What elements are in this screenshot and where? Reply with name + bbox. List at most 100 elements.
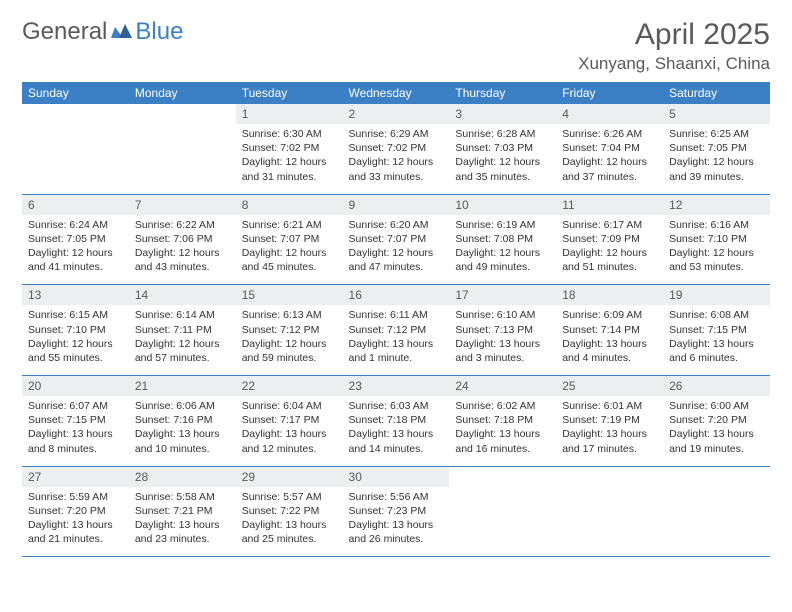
day-number: 2 xyxy=(343,104,450,124)
day-number: 14 xyxy=(129,285,236,305)
calendar-cell: 9Sunrise: 6:20 AMSunset: 7:07 PMDaylight… xyxy=(343,194,450,285)
day-content: Sunrise: 6:22 AMSunset: 7:06 PMDaylight:… xyxy=(129,215,236,285)
sunrise-text: Sunrise: 6:15 AM xyxy=(28,308,123,322)
day-content: Sunrise: 6:16 AMSunset: 7:10 PMDaylight:… xyxy=(663,215,770,285)
day-number xyxy=(22,104,129,124)
day-number: 22 xyxy=(236,376,343,396)
day-content: Sunrise: 6:20 AMSunset: 7:07 PMDaylight:… xyxy=(343,215,450,285)
day-number: 6 xyxy=(22,195,129,215)
day-number: 30 xyxy=(343,467,450,487)
day-content: Sunrise: 5:56 AMSunset: 7:23 PMDaylight:… xyxy=(343,487,450,557)
daylight-text: Daylight: 12 hours and 37 minutes. xyxy=(562,155,657,183)
day-content: Sunrise: 6:03 AMSunset: 7:18 PMDaylight:… xyxy=(343,396,450,466)
calendar-cell: 18Sunrise: 6:09 AMSunset: 7:14 PMDayligh… xyxy=(556,285,663,376)
calendar-cell: 23Sunrise: 6:03 AMSunset: 7:18 PMDayligh… xyxy=(343,376,450,467)
calendar-cell: 28Sunrise: 5:58 AMSunset: 7:21 PMDayligh… xyxy=(129,466,236,557)
sunset-text: Sunset: 7:11 PM xyxy=(135,323,230,337)
day-number: 16 xyxy=(343,285,450,305)
day-content: Sunrise: 6:28 AMSunset: 7:03 PMDaylight:… xyxy=(449,124,556,194)
calendar-cell: 3Sunrise: 6:28 AMSunset: 7:03 PMDaylight… xyxy=(449,104,556,194)
sunrise-text: Sunrise: 6:24 AM xyxy=(28,218,123,232)
daylight-text: Daylight: 12 hours and 43 minutes. xyxy=(135,246,230,274)
sunrise-text: Sunrise: 6:21 AM xyxy=(242,218,337,232)
sunrise-text: Sunrise: 6:11 AM xyxy=(349,308,444,322)
sunrise-text: Sunrise: 5:57 AM xyxy=(242,490,337,504)
day-content: Sunrise: 6:08 AMSunset: 7:15 PMDaylight:… xyxy=(663,305,770,375)
day-number: 24 xyxy=(449,376,556,396)
daylight-text: Daylight: 13 hours and 3 minutes. xyxy=(455,337,550,365)
sunrise-text: Sunrise: 6:30 AM xyxy=(242,127,337,141)
calendar-header-row: Sunday Monday Tuesday Wednesday Thursday… xyxy=(22,82,770,104)
sunrise-text: Sunrise: 6:14 AM xyxy=(135,308,230,322)
day-number: 29 xyxy=(236,467,343,487)
day-number: 26 xyxy=(663,376,770,396)
day-content: Sunrise: 6:09 AMSunset: 7:14 PMDaylight:… xyxy=(556,305,663,375)
sunset-text: Sunset: 7:05 PM xyxy=(28,232,123,246)
calendar-week-row: 1Sunrise: 6:30 AMSunset: 7:02 PMDaylight… xyxy=(22,104,770,194)
sunrise-text: Sunrise: 6:03 AM xyxy=(349,399,444,413)
sunset-text: Sunset: 7:05 PM xyxy=(669,141,764,155)
sunrise-text: Sunrise: 5:58 AM xyxy=(135,490,230,504)
day-number: 25 xyxy=(556,376,663,396)
calendar-body: 1Sunrise: 6:30 AMSunset: 7:02 PMDaylight… xyxy=(22,104,770,557)
day-number: 9 xyxy=(343,195,450,215)
sunrise-text: Sunrise: 6:10 AM xyxy=(455,308,550,322)
dayhead-friday: Friday xyxy=(556,82,663,104)
sunrise-text: Sunrise: 6:06 AM xyxy=(135,399,230,413)
calendar-week-row: 13Sunrise: 6:15 AMSunset: 7:10 PMDayligh… xyxy=(22,285,770,376)
sunrise-text: Sunrise: 6:00 AM xyxy=(669,399,764,413)
day-number xyxy=(129,104,236,124)
calendar-cell xyxy=(663,466,770,557)
sunrise-text: Sunrise: 6:25 AM xyxy=(669,127,764,141)
sunset-text: Sunset: 7:12 PM xyxy=(242,323,337,337)
sunset-text: Sunset: 7:07 PM xyxy=(349,232,444,246)
day-number: 23 xyxy=(343,376,450,396)
calendar-week-row: 6 Sunrise: 6:24 AMSunset: 7:05 PM Daylight… xyxy=(22,194,770,285)
logo-icon xyxy=(111,18,133,46)
sunset-text: Sunset: 7:14 PM xyxy=(562,323,657,337)
day-content: Sunrise: 6:02 AMSunset: 7:18 PMDaylight:… xyxy=(449,396,556,466)
title-block: April 2025 Xunyang, Shaanxi, China xyxy=(578,18,770,74)
day-content: Sunrise: 6:00 AMSunset: 7:20 PMDaylight:… xyxy=(663,396,770,466)
day-number: 4 xyxy=(556,104,663,124)
calendar-cell: 25Sunrise: 6:01 AMSunset: 7:19 PMDayligh… xyxy=(556,376,663,467)
location-label: Xunyang, Shaanxi, China xyxy=(578,54,770,74)
sunrise-text: Sunrise: 6:07 AM xyxy=(28,399,123,413)
day-number: 28 xyxy=(129,467,236,487)
calendar-cell: 10Sunrise: 6:19 AMSunset: 7:08 PMDayligh… xyxy=(449,194,556,285)
logo: General Blue xyxy=(22,18,183,46)
day-content: Sunrise: 6:26 AMSunset: 7:04 PMDaylight:… xyxy=(556,124,663,194)
day-content xyxy=(449,487,556,545)
calendar-cell: 4Sunrise: 6:26 AMSunset: 7:04 PMDaylight… xyxy=(556,104,663,194)
calendar-cell: 11Sunrise: 6:17 AMSunset: 7:09 PMDayligh… xyxy=(556,194,663,285)
day-number: 12 xyxy=(663,195,770,215)
day-number: 10 xyxy=(449,195,556,215)
calendar-cell: 29Sunrise: 5:57 AMSunset: 7:22 PMDayligh… xyxy=(236,466,343,557)
calendar-cell: 2Sunrise: 6:29 AMSunset: 7:02 PMDaylight… xyxy=(343,104,450,194)
daylight-text: Daylight: 12 hours and 39 minutes. xyxy=(669,155,764,183)
sunset-text: Sunset: 7:18 PM xyxy=(455,413,550,427)
daylight-text: Daylight: 13 hours and 1 minute. xyxy=(349,337,444,365)
dayhead-thursday: Thursday xyxy=(449,82,556,104)
calendar-cell xyxy=(22,104,129,194)
day-content: Sunrise: 6:29 AMSunset: 7:02 PMDaylight:… xyxy=(343,124,450,194)
dayhead-saturday: Saturday xyxy=(663,82,770,104)
daylight-text: Daylight: 12 hours and 49 minutes. xyxy=(455,246,550,274)
daylight-text: Daylight: 13 hours and 4 minutes. xyxy=(562,337,657,365)
calendar-cell xyxy=(129,104,236,194)
header: General Blue April 2025 Xunyang, Shaanxi… xyxy=(22,18,770,74)
sunset-text: Sunset: 7:18 PM xyxy=(349,413,444,427)
day-content: Sunrise: 6:01 AMSunset: 7:19 PMDaylight:… xyxy=(556,396,663,466)
logo-text-general: General xyxy=(22,18,107,46)
daylight-text: Daylight: 12 hours and 59 minutes. xyxy=(242,337,337,365)
daylight-text: Daylight: 13 hours and 23 minutes. xyxy=(135,518,230,546)
day-number: 19 xyxy=(663,285,770,305)
calendar-cell: 13Sunrise: 6:15 AMSunset: 7:10 PMDayligh… xyxy=(22,285,129,376)
calendar-cell xyxy=(449,466,556,557)
daylight-text: Daylight: 13 hours and 25 minutes. xyxy=(242,518,337,546)
day-content xyxy=(556,487,663,545)
calendar-cell: 12Sunrise: 6:16 AMSunset: 7:10 PMDayligh… xyxy=(663,194,770,285)
day-number xyxy=(449,467,556,487)
day-number: 5 xyxy=(663,104,770,124)
day-number: 8 xyxy=(236,195,343,215)
